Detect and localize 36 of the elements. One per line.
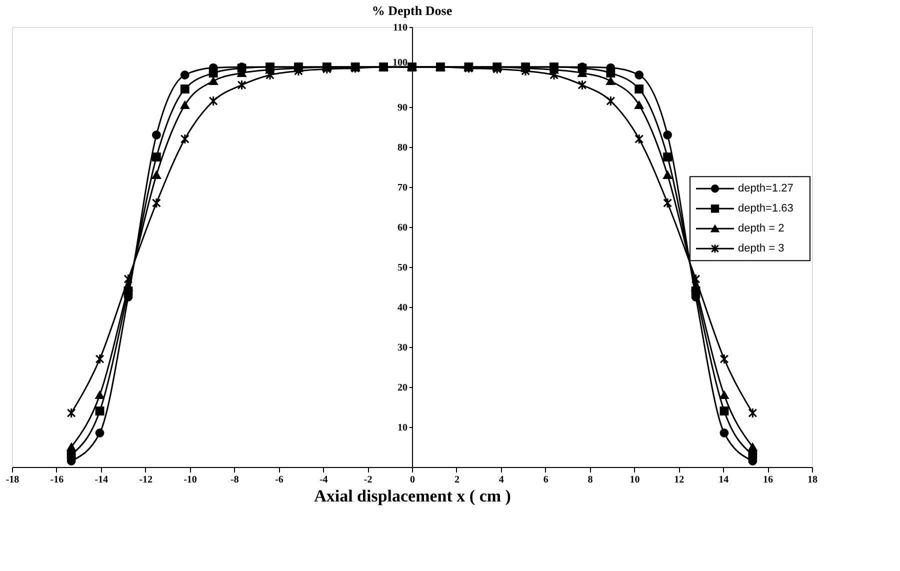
y-tick-label: 110 [393,22,408,34]
x-axis-title: Axial displacement x ( cm ) [314,486,511,506]
chart-title: % Depth Dose [372,3,452,18]
x-tick-label: 12 [674,474,684,486]
x-tick-label: -2 [364,474,372,486]
legend-label: depth=1.63 [738,202,794,215]
x-tick-label: -4 [319,474,328,486]
y-tick-label: 60 [398,222,408,234]
y-tick-label: 70 [398,182,408,194]
legend-label: depth = 2 [738,222,784,235]
x-tick-label: 4 [498,474,504,486]
legend-label: depth=1.27 [738,182,794,195]
x-tick-label: -12 [139,474,153,486]
x-tick-label: -14 [94,474,108,486]
x-tick-label: -6 [274,474,284,486]
x-tick-label: 14 [718,474,729,486]
x-tick-label: 6 [543,474,548,486]
y-tick-label: 30 [398,342,408,354]
x-tick-label: 8 [588,474,593,486]
y-tick-label: 10 [398,422,408,434]
x-tick-label: 2 [454,474,460,486]
x-tick-label: 10 [630,474,640,486]
x-tick-label: 0 [410,474,415,486]
x-tick-label: 16 [763,474,774,486]
y-tick-label: 100 [392,58,408,68]
legend-label: depth = 3 [738,242,784,255]
x-tick-label: -18 [6,474,20,486]
x-tick-label: 18 [808,474,818,486]
y-tick-label: 90 [398,102,408,114]
y-tick-label: 50 [398,262,408,274]
x-tick-label: -8 [230,474,239,486]
y-tick-label: 20 [398,382,408,394]
x-tick-label: -16 [50,474,64,486]
y-tick-label: 80 [398,142,408,154]
x-tick-label: -10 [184,474,197,486]
y-tick-label: 40 [398,302,408,314]
